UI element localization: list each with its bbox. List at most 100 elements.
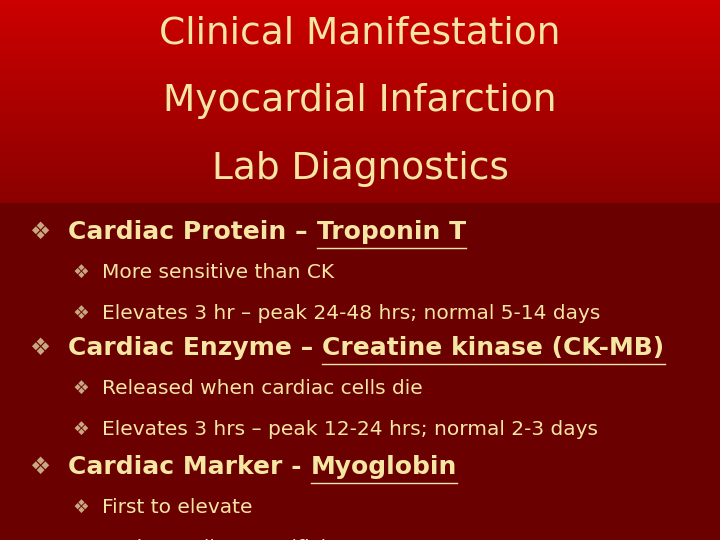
Text: Elevates 3 hrs – peak 12-24 hrs; normal 2-3 days: Elevates 3 hrs – peak 12-24 hrs; normal … <box>102 420 598 439</box>
Bar <box>0 109 720 111</box>
Bar <box>0 113 720 117</box>
Bar <box>0 98 720 102</box>
Bar <box>0 85 720 89</box>
Bar <box>0 161 720 165</box>
Bar <box>0 159 720 162</box>
Bar <box>0 124 720 126</box>
Text: ❖: ❖ <box>72 420 89 439</box>
Bar <box>0 88 720 91</box>
Bar <box>0 146 720 150</box>
Bar <box>0 131 720 134</box>
Bar <box>0 80 720 84</box>
Bar <box>0 2 720 5</box>
Bar <box>0 70 720 73</box>
Text: ❖: ❖ <box>72 538 89 540</box>
Bar <box>0 116 720 119</box>
Bar <box>0 174 720 177</box>
Bar <box>0 126 720 129</box>
Text: ❖: ❖ <box>29 336 50 360</box>
Bar <box>0 164 720 167</box>
Text: ❖: ❖ <box>72 303 89 323</box>
Text: Myocardial Infarction: Myocardial Infarction <box>163 83 557 119</box>
Bar <box>0 199 720 202</box>
Bar <box>0 4 720 8</box>
Bar <box>0 172 720 174</box>
Bar <box>0 17 720 20</box>
Bar <box>0 15 720 18</box>
Bar <box>0 91 720 93</box>
Bar <box>0 169 720 172</box>
Bar <box>0 177 720 180</box>
Bar <box>0 32 720 36</box>
Bar <box>0 37 720 40</box>
Text: More sensitive than CK: More sensitive than CK <box>102 263 334 282</box>
Bar <box>0 28 720 30</box>
Bar <box>0 181 720 185</box>
Bar <box>0 58 720 60</box>
Bar <box>0 184 720 187</box>
Bar <box>0 43 720 45</box>
Bar <box>0 139 720 141</box>
Bar <box>0 194 720 198</box>
Text: First to elevate: First to elevate <box>102 498 253 517</box>
Bar <box>0 197 720 200</box>
Bar <box>0 96 720 99</box>
Bar <box>0 25 720 28</box>
Bar <box>0 149 720 152</box>
Bar <box>0 166 720 170</box>
Bar <box>0 22 720 25</box>
Text: Myoglobin: Myoglobin <box>310 455 457 479</box>
Bar <box>0 144 720 147</box>
Text: Released when cardiac cells die: Released when cardiac cells die <box>102 379 423 399</box>
Text: Elevates 3 hr – peak 24-48 hrs; normal 5-14 days: Elevates 3 hr – peak 24-48 hrs; normal 5… <box>102 303 600 323</box>
Text: ❖: ❖ <box>72 498 89 517</box>
Bar <box>0 65 720 69</box>
Bar <box>0 154 720 157</box>
Bar <box>0 12 720 15</box>
Text: Creatine kinase (CK-MB): Creatine kinase (CK-MB) <box>323 336 665 360</box>
Bar <box>0 192 720 195</box>
Bar <box>0 55 720 58</box>
Bar <box>0 179 720 183</box>
Bar <box>0 45 720 48</box>
Bar <box>0 202 720 540</box>
Text: Clinical Manifestation: Clinical Manifestation <box>159 16 561 52</box>
Bar <box>0 52 720 56</box>
Text: ❖: ❖ <box>29 455 50 479</box>
Bar <box>0 100 720 104</box>
Bar <box>0 60 720 63</box>
Bar <box>0 0 720 3</box>
Bar <box>0 93 720 96</box>
Bar <box>0 190 720 192</box>
Text: ❖: ❖ <box>72 263 89 282</box>
Text: Cardiac Enzyme –: Cardiac Enzyme – <box>68 336 323 360</box>
Bar <box>0 10 720 12</box>
Bar <box>0 129 720 132</box>
Text: Cardiac Protein –: Cardiac Protein – <box>68 220 317 244</box>
Bar <box>0 83 720 86</box>
Text: ❖: ❖ <box>29 220 50 244</box>
Bar <box>0 187 720 190</box>
Text: Lab Diagnostics: Lab Diagnostics <box>212 151 508 187</box>
Bar <box>0 121 720 124</box>
Bar <box>0 151 720 154</box>
Text: Cardiac Marker -: Cardiac Marker - <box>68 455 310 479</box>
Bar <box>0 78 720 81</box>
Bar <box>0 111 720 114</box>
Bar <box>0 19 720 23</box>
Bar <box>0 40 720 43</box>
Bar <box>0 141 720 144</box>
Bar <box>0 76 720 78</box>
Bar <box>0 157 720 159</box>
Text: Troponin T: Troponin T <box>317 220 466 244</box>
Bar <box>0 7 720 10</box>
Text: ❖: ❖ <box>72 379 89 399</box>
Bar <box>0 68 720 71</box>
Bar <box>0 118 720 122</box>
Bar <box>0 35 720 38</box>
Bar <box>0 133 720 137</box>
Bar <box>0 50 720 53</box>
Bar <box>0 73 720 76</box>
Bar <box>0 30 720 33</box>
Bar <box>0 48 720 51</box>
